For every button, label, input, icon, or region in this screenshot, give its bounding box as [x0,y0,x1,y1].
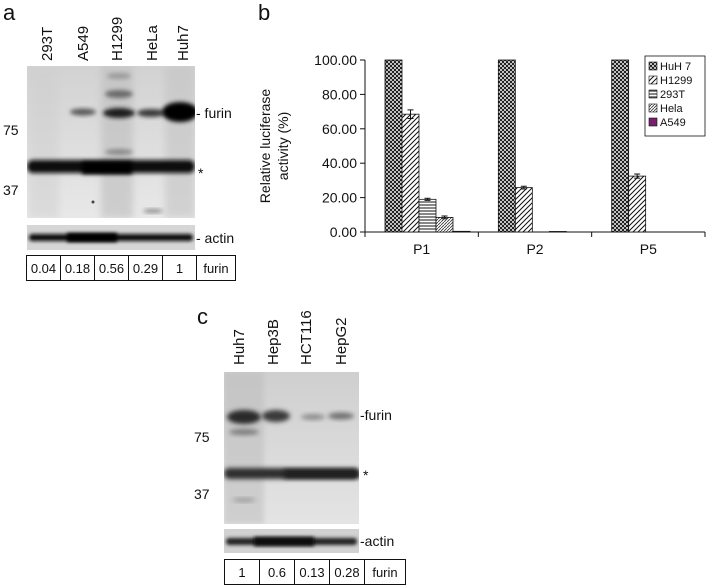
panel-a-marker-75: 75 [3,122,19,138]
panel-a-quant-table: 0.04 0.18 0.56 0.29 1 furin [26,255,236,281]
panel-a-letter: a [3,0,16,25]
panel-c-furin-blot-image [224,372,359,524]
bar [628,175,647,233]
panel-c-lane-huh7: Huh7 [231,329,248,365]
panel-a-marker-37: 37 [3,182,19,198]
y-tick-label: 20.00 [322,190,357,206]
panel-c-quant-table: 1 0.6 0.13 0.28 furin [224,559,406,585]
panel-c-actin-blot-image [224,529,359,553]
panel-a-actin-label: - actin [196,230,235,246]
panel-a-nonspecific-label: * [198,165,204,181]
panel-c-nonspecific-label: * [363,467,369,483]
panel-a-quant-label: furin [196,255,236,281]
bar [611,59,630,233]
panel-c-quant-huh7: 1 [224,559,260,585]
panel-a-lane-hela: HeLa [144,25,161,61]
panel-c-quant-hepg2: 0.28 [329,559,365,585]
legend-label: A549 [660,117,686,129]
y-tick-label: 60.00 [322,121,357,137]
y-tick-label: 40.00 [322,155,357,171]
panel-b-bar-chart: 0.00 20.00 40.00 60.00 80.00 100.00 P1 P2 P5 Rela… [257,52,706,257]
bar [514,187,533,233]
panel-a-furin-blot [27,66,195,218]
panel-b-letter: b [258,0,271,25]
panel-c-marker-37: 37 [194,486,210,502]
x-tick-label: P2 [526,241,543,257]
panel-a-lane-a549: A549 [75,25,92,61]
bar [384,59,403,233]
panel-c-letter: c [197,304,208,329]
panel-c-quant-label: furin [364,559,406,585]
panel-a-lane-293t: 293T [39,26,56,61]
legend-label: 293T [660,89,685,101]
panel-c-furin-blot [224,372,359,524]
y-tick-label: 80.00 [322,86,357,102]
bar [548,231,567,233]
panel-a-quant-293t: 0.04 [26,255,61,281]
panel-c-quant-hct116: 0.13 [294,559,330,585]
x-tick-label: P5 [640,241,657,257]
panel-b-plot-area: 0.00 20.00 40.00 60.00 80.00 100.00 P1 P2 P5 Rela… [257,52,706,257]
y-axis-label: Relative luciferase [257,89,273,204]
legend-label: H1299 [660,75,692,87]
panel-a-quant-huh7: 1 [162,255,197,281]
panel-a-lane-huh7: Huh7 [175,25,192,61]
panel-c-quant-hep3b: 0.6 [259,559,295,585]
panel-c-furin-label: -furin [360,407,392,423]
panel-c-lane-hct116: HCT116 [298,310,315,365]
panel-a-quant-hela: 0.29 [128,255,163,281]
legend-swatch [648,61,658,71]
panel-a-furin-label: - furin [196,105,232,121]
bar [401,113,420,233]
bar [418,198,437,233]
panel-a-quant-a549: 0.18 [60,255,95,281]
panel-a-quant-h1299: 0.56 [94,255,129,281]
bar [452,230,471,233]
panel-a-actin-blot [27,225,195,250]
legend-label: Hela [660,103,684,115]
y-tick-label: 100.00 [314,52,357,68]
y-axis-label: activity (%) [275,112,291,180]
bar [435,216,454,233]
y-tick-label: 0.00 [330,224,357,240]
legend-swatch [648,75,658,85]
legend-swatch [648,103,658,113]
panel-c-lane-hep3b: Hep3B [265,319,282,365]
panel-c-actin-label: -actin [360,533,395,549]
panel-c-actin-blot [224,529,359,553]
legend-label: HuH 7 [660,61,691,73]
legend-swatch [648,117,658,127]
bar [497,59,516,233]
legend-swatch [648,89,658,99]
panel-a-furin-blot-image [27,66,195,218]
panel-c-lane-hepg2: HepG2 [333,317,350,365]
x-tick-label: P1 [413,241,430,257]
panel-a-lane-h1299: H1299 [109,16,126,61]
panel-a-actin-blot-image [27,225,195,250]
panel-c-marker-75: 75 [194,429,210,445]
